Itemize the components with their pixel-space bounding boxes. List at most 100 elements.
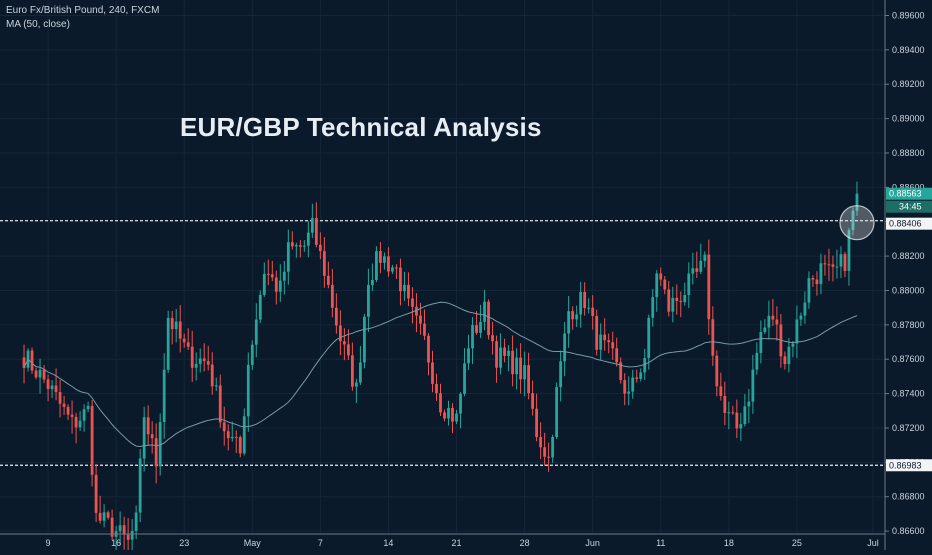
candle-body [763, 327, 767, 332]
candle-body [355, 382, 358, 387]
candle-body [146, 417, 150, 435]
price-tags: 0.88563 34:45 0.88406 0.86983 [886, 187, 932, 472]
candle-body [110, 517, 114, 537]
candle-body [531, 393, 535, 409]
candle-body [699, 260, 703, 272]
x-tick-label: May [244, 538, 262, 548]
candle-body [246, 364, 250, 417]
candle-body [379, 251, 382, 263]
countdown-bg [886, 200, 932, 213]
candle-body [687, 273, 691, 295]
candle-body [66, 406, 70, 415]
y-tick-label: 0.88200 [892, 251, 925, 261]
candle-body [142, 417, 146, 459]
candle-body [435, 383, 438, 394]
candle-body [94, 474, 98, 513]
support-label-bg [886, 459, 932, 472]
candle-body [827, 264, 831, 266]
candle-body [198, 358, 202, 364]
candle-body [34, 370, 38, 378]
y-tick-label: 0.87200 [892, 423, 925, 433]
candle-body [811, 278, 815, 280]
support-label: 0.86983 [889, 460, 922, 470]
candle-body [823, 263, 827, 265]
candle-body [547, 456, 551, 458]
candle-body [318, 244, 322, 252]
candle-body [519, 357, 522, 380]
candle-body [643, 358, 647, 373]
candle-body [471, 325, 474, 349]
candle-body [38, 369, 42, 378]
candle-body [427, 335, 430, 363]
x-tick-label: 21 [452, 538, 462, 548]
candle-body [507, 350, 510, 356]
candle-body [82, 409, 86, 421]
candle-body [54, 385, 58, 393]
candle-body [495, 341, 498, 368]
candle-body [831, 264, 835, 267]
x-tick-label: 7 [318, 538, 323, 548]
x-tick-label: 25 [792, 538, 802, 548]
candle-body [743, 406, 747, 425]
candle-body [559, 361, 563, 388]
y-tick-label: 0.87600 [892, 354, 925, 364]
candle-body [647, 317, 651, 359]
y-tick-label: 0.87400 [892, 389, 925, 399]
candle-body [367, 285, 370, 317]
candle-body [735, 412, 739, 429]
candle-body [411, 298, 414, 307]
candle-body [819, 263, 823, 285]
y-tick-label: 0.88600 [892, 182, 925, 192]
candle-body [294, 245, 298, 247]
candle-body [102, 512, 106, 521]
candle-body [587, 307, 591, 309]
candle-body [803, 302, 807, 316]
candle-body [711, 319, 715, 356]
candle-body [731, 412, 735, 414]
candle-body [591, 307, 595, 316]
candle-body [539, 437, 543, 448]
candle-body [78, 420, 82, 428]
candle-body [302, 245, 306, 247]
candle-body [186, 342, 190, 347]
candle-body [479, 321, 482, 333]
candle-body [202, 358, 206, 362]
candle-body [330, 284, 334, 308]
candle-body [851, 210, 855, 231]
candle-body [98, 512, 102, 521]
candle-body [543, 447, 547, 457]
candle-body [282, 271, 286, 281]
resistance-label-bg [886, 217, 932, 230]
candle-body [322, 251, 326, 276]
candle-body [839, 254, 843, 267]
candle-body [579, 291, 583, 315]
candle-body [391, 267, 394, 272]
candle-body [739, 424, 743, 429]
candle-body [575, 314, 579, 320]
candle-body [383, 256, 386, 263]
candle-body [218, 385, 222, 423]
candle-body [551, 437, 555, 458]
candle-body [278, 280, 282, 292]
candle-body [683, 294, 687, 303]
candle-body [499, 347, 502, 368]
candle-body [222, 422, 226, 432]
resistance-label: 0.88406 [889, 219, 922, 229]
candle-body [719, 386, 723, 396]
candle-body [407, 284, 410, 299]
candle-body [310, 218, 314, 233]
candle-body [399, 267, 402, 292]
x-tick-label: 16 [111, 538, 121, 548]
x-tick-label: Jul [867, 538, 879, 548]
candle-body [759, 331, 763, 353]
candle-body [166, 317, 170, 370]
candle-body [615, 348, 619, 363]
candle-body [154, 438, 158, 467]
breakout-highlight-circle [839, 205, 875, 241]
candle-body [415, 306, 418, 316]
candle-body [655, 273, 659, 298]
candle-body [515, 357, 518, 375]
time-axis[interactable]: 9 16 23 May 7 14 21 28 Jun 11 18 25 Jul [46, 538, 879, 548]
